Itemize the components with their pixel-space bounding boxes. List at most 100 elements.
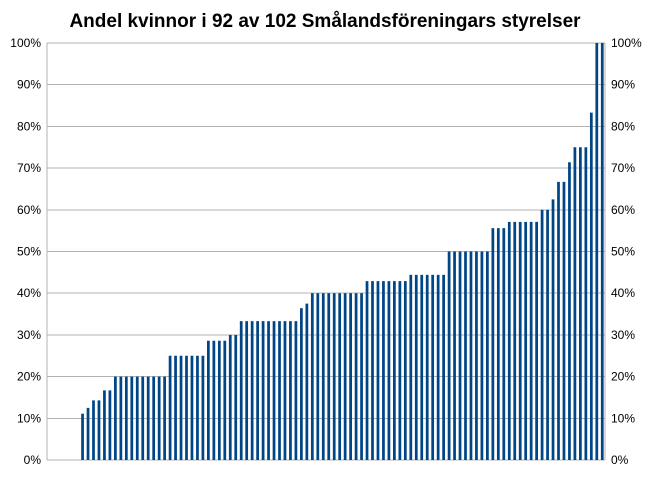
bar xyxy=(349,293,352,460)
y-tick-label-right: 20% xyxy=(611,370,635,384)
y-tick-label-left: 40% xyxy=(17,286,41,300)
bar xyxy=(190,355,194,460)
bar xyxy=(475,251,478,460)
bar xyxy=(453,251,456,460)
bar xyxy=(447,251,451,460)
bar xyxy=(300,308,303,460)
y-tick-label-left: 80% xyxy=(17,119,41,133)
bar xyxy=(157,376,161,460)
bar xyxy=(535,221,538,460)
bar xyxy=(354,293,358,460)
y-tick-label-right: 60% xyxy=(611,203,635,217)
y-tick-label-left: 70% xyxy=(17,161,41,175)
bar xyxy=(141,376,145,460)
bar xyxy=(267,321,270,460)
bar xyxy=(152,376,156,460)
bar xyxy=(464,251,467,460)
y-tick-label-left: 50% xyxy=(17,245,41,259)
y-tick-label-right: 40% xyxy=(611,286,635,300)
bar xyxy=(196,355,199,460)
bar xyxy=(546,209,549,460)
bar xyxy=(114,376,117,460)
bar xyxy=(108,390,112,460)
y-tick-label-left: 30% xyxy=(17,328,41,342)
bar xyxy=(179,355,183,460)
bar xyxy=(338,293,342,460)
bar xyxy=(393,281,396,460)
bar xyxy=(289,321,292,460)
bar xyxy=(228,334,232,460)
bar xyxy=(524,221,528,460)
y-tick-label-right: 80% xyxy=(611,119,635,133)
y-tick-label-right: 0% xyxy=(611,453,629,467)
y-tick-label-right: 90% xyxy=(611,78,635,92)
bar xyxy=(600,43,604,460)
bar xyxy=(86,407,90,461)
bar xyxy=(81,413,84,460)
gridlines xyxy=(47,42,605,461)
bar xyxy=(507,221,511,460)
bar xyxy=(568,162,571,460)
bar xyxy=(174,355,177,460)
bar xyxy=(327,293,331,460)
bar xyxy=(491,228,495,460)
bar xyxy=(321,293,325,460)
bar xyxy=(124,376,128,460)
bar xyxy=(480,251,484,460)
bar xyxy=(239,321,243,460)
bar xyxy=(146,376,150,460)
bar xyxy=(234,334,238,460)
bar xyxy=(442,274,445,460)
bar xyxy=(223,340,227,460)
bar xyxy=(409,274,413,460)
bar xyxy=(283,321,287,460)
bar xyxy=(398,281,402,460)
bar xyxy=(135,376,139,460)
y-tick-label-right: 10% xyxy=(611,411,635,425)
bar xyxy=(573,147,577,460)
y-tick-label-right: 50% xyxy=(611,245,635,259)
bar xyxy=(486,251,489,460)
bar xyxy=(332,293,336,460)
bar xyxy=(595,43,599,460)
bar xyxy=(250,321,254,460)
bar xyxy=(201,355,205,460)
y-tick-label-right: 70% xyxy=(611,161,635,175)
bar xyxy=(261,321,265,460)
bar xyxy=(425,274,429,460)
y-tick-label-left: 0% xyxy=(24,453,42,467)
bar xyxy=(217,340,221,460)
bar xyxy=(130,376,134,460)
bar xyxy=(185,355,188,460)
y-tick-label-right: 100% xyxy=(611,36,642,50)
y-tick-label-left: 100% xyxy=(10,36,41,50)
bar xyxy=(365,281,369,460)
bar xyxy=(403,281,407,460)
bar xyxy=(376,281,380,460)
bar xyxy=(316,293,320,460)
bar xyxy=(256,321,259,460)
bar xyxy=(513,221,517,460)
bar xyxy=(458,251,462,460)
bar xyxy=(579,147,582,460)
bar xyxy=(540,209,544,460)
bar xyxy=(420,274,424,460)
bar xyxy=(168,355,172,460)
chart-title: Andel kvinnor i 92 av 102 Smålandsföreni… xyxy=(69,11,581,32)
bar xyxy=(502,228,506,460)
bar xyxy=(212,340,216,460)
bar xyxy=(294,321,298,460)
bar xyxy=(278,321,281,460)
bar xyxy=(343,293,347,460)
y-tick-label-left: 60% xyxy=(17,203,41,217)
bar xyxy=(529,221,533,460)
bar xyxy=(371,281,374,460)
y-tick-label-left: 90% xyxy=(17,78,41,92)
bars xyxy=(81,43,604,461)
bar xyxy=(245,321,249,460)
bar xyxy=(551,199,555,461)
bar xyxy=(207,340,210,460)
bar xyxy=(469,251,473,460)
bar xyxy=(310,293,314,460)
